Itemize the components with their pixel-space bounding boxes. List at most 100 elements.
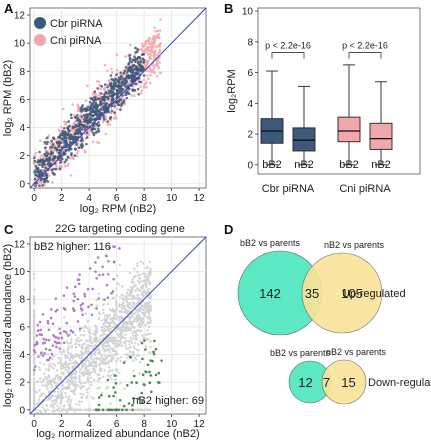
cni-point: [142, 78, 146, 82]
other-point: [114, 360, 118, 363]
other-point: [149, 294, 152, 298]
nb2-higher-point: [154, 347, 158, 351]
cbr-point: [82, 123, 85, 127]
cni-point: [144, 40, 148, 43]
cbr-point: [91, 124, 95, 128]
other-point: [44, 376, 47, 379]
other-point: [68, 405, 72, 408]
other-point: [45, 378, 49, 381]
cbr-point: [131, 89, 134, 92]
panel-c-xtick-label: 4: [86, 419, 92, 430]
cbr-point: [93, 96, 96, 99]
other-point: [100, 329, 103, 332]
cbr-point: [83, 113, 86, 117]
cbr-point: [103, 98, 107, 102]
cni-point: [147, 77, 150, 81]
cbr-point: [111, 85, 114, 88]
cbr-point: [80, 136, 84, 139]
bb2-higher-point: [107, 259, 110, 263]
other-point: [104, 319, 108, 322]
other-point: [32, 395, 36, 398]
cbr-point: [86, 105, 90, 109]
nb2-higher-point: [157, 371, 161, 375]
other-point: [67, 408, 71, 411]
other-point: [70, 398, 73, 402]
cbr-point: [51, 143, 55, 146]
cni-point: [101, 120, 105, 124]
other-point: [80, 382, 83, 385]
other-point: [36, 380, 40, 383]
cni-point: [143, 83, 146, 86]
other-point: [115, 303, 118, 306]
other-point: [121, 310, 124, 314]
nb2-higher-point: [149, 359, 152, 362]
other-point: [32, 341, 36, 345]
other-point: [132, 334, 135, 337]
other-point: [90, 358, 94, 361]
other-point: [124, 345, 127, 348]
other-point: [89, 383, 93, 387]
cbr-point: [135, 58, 139, 61]
other-point: [71, 356, 75, 359]
other-point: [106, 302, 110, 306]
box-label: bB2: [339, 159, 359, 171]
other-point: [120, 303, 124, 307]
other-point: [47, 365, 51, 368]
cbr-point: [106, 120, 110, 123]
bb2-higher-point: [112, 260, 116, 264]
cbr-point: [85, 116, 89, 120]
other-point: [116, 274, 119, 278]
other-point: [144, 408, 147, 412]
other-point: [116, 327, 120, 331]
other-point: [80, 400, 83, 404]
bb2-higher-point: [51, 322, 55, 326]
other-point: [76, 384, 79, 387]
bb2-higher-point: [46, 319, 50, 323]
nb2-higher-point: [149, 374, 153, 377]
panel-letter-c: C: [4, 222, 14, 237]
panel-b-group-label: Cni piRNA: [339, 183, 391, 195]
other-point: [141, 321, 145, 324]
cni-point: [44, 149, 47, 152]
other-point: [69, 352, 72, 355]
other-point: [96, 373, 99, 376]
other-point: [107, 327, 110, 330]
other-point: [104, 321, 107, 325]
other-point: [105, 314, 109, 317]
cbr-point: [78, 119, 81, 123]
panel-c-ytick-label: 6: [19, 322, 25, 333]
cni-point: [139, 92, 143, 95]
cbr-point: [43, 141, 47, 144]
cbr-point: [91, 131, 95, 135]
cni-point: [51, 181, 54, 184]
other-point: [83, 334, 86, 337]
other-point: [69, 376, 72, 380]
other-point: [75, 338, 78, 341]
other-point: [131, 354, 134, 357]
other-point: [142, 313, 146, 317]
cni-point: [158, 50, 162, 53]
other-point: [131, 322, 134, 325]
cni-point: [146, 74, 149, 77]
other-point: [107, 366, 111, 369]
other-point: [137, 322, 141, 325]
cni-point: [157, 32, 161, 36]
bb2-higher-point: [106, 296, 110, 299]
panel-c-xlabel: log₂ normalized abundance (nB2): [36, 428, 199, 440]
other-point: [127, 354, 130, 357]
cbr-point: [73, 154, 77, 157]
cbr-point: [59, 151, 62, 155]
bb2-higher-point: [41, 313, 45, 316]
other-point: [90, 344, 94, 348]
other-point: [97, 311, 101, 315]
cbr-point: [69, 153, 73, 157]
cbr-point: [107, 110, 111, 114]
other-point: [61, 384, 64, 387]
bb2-higher-point: [79, 303, 83, 307]
other-point: [52, 404, 55, 407]
other-point: [147, 270, 150, 274]
other-point: [102, 336, 105, 340]
other-point: [141, 272, 145, 275]
other-point: [86, 349, 90, 353]
cbr-point: [112, 87, 116, 91]
